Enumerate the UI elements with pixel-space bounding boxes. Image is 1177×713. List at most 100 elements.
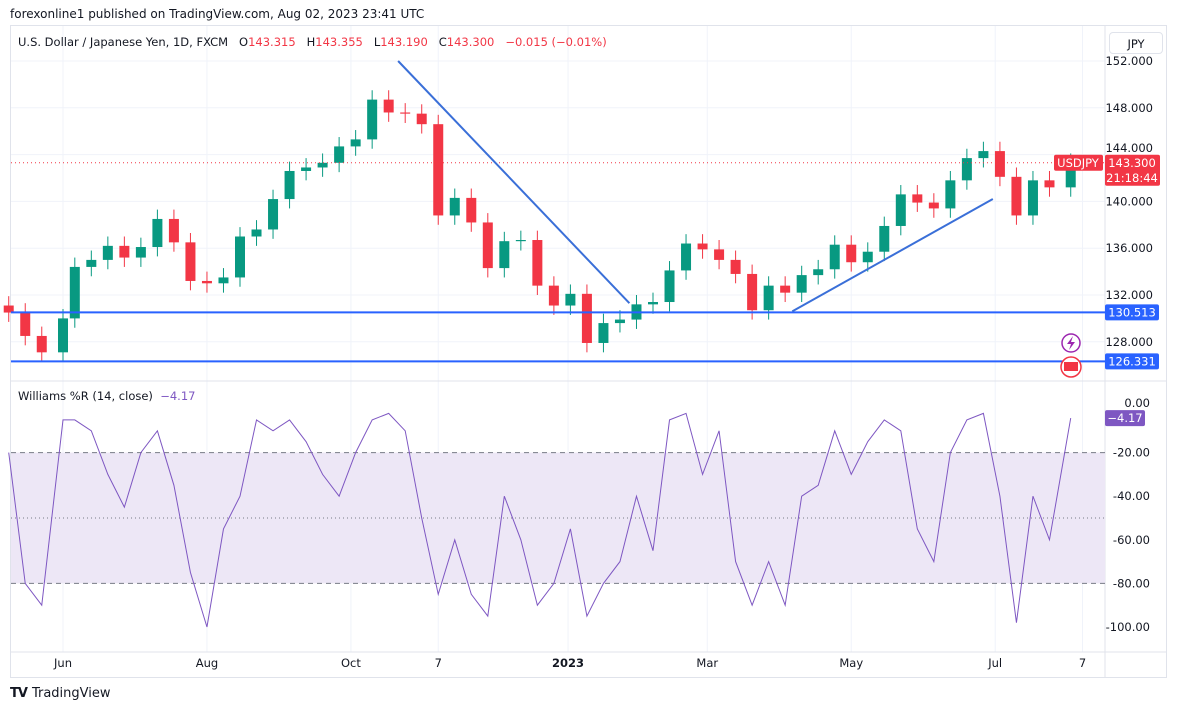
candle-body [598, 323, 609, 343]
candle-body [119, 245, 130, 258]
wr-tick-label: -80.00 [1113, 576, 1150, 590]
price-tick-label: 136.000 [1105, 241, 1153, 255]
candle-body [961, 158, 972, 181]
wr-value-label: −4.17 [1107, 411, 1142, 425]
indicator-value: −4.17 [160, 389, 196, 403]
trend-line [791, 198, 994, 313]
candle-body [433, 124, 444, 216]
candle-body [1065, 162, 1076, 188]
candle-body [796, 275, 807, 293]
high-value: 143.355 [315, 35, 363, 49]
symbol-legend: U.S. Dollar / Japanese Yen, 1D, FXCM O14… [18, 35, 607, 49]
x-tick-label: Jul [987, 656, 1002, 670]
candle-body [532, 240, 543, 286]
price-label: 130.513 [1108, 305, 1156, 319]
price-tick-label: 140.000 [1105, 194, 1153, 208]
candle-body [201, 280, 212, 284]
candle-body [1044, 180, 1055, 188]
countdown: 21:18:44 [1106, 171, 1158, 185]
candle-body [284, 170, 295, 200]
wr-tick-label: -100.00 [1106, 620, 1150, 634]
candle-body [548, 285, 559, 306]
candle-body [466, 197, 477, 223]
candle-body [747, 273, 758, 311]
symbol-title: U.S. Dollar / Japanese Yen, 1D, FXCM [18, 35, 229, 49]
candle-body [1011, 176, 1022, 216]
price-tick-label: 128.000 [1105, 335, 1153, 349]
candle-body [862, 251, 873, 263]
publish-info: forexonline1 published on TradingView.co… [10, 7, 425, 21]
candle-body [581, 293, 592, 343]
candle-body [350, 139, 361, 147]
candle-body [168, 218, 179, 243]
candle-body [218, 277, 229, 284]
candle-body [978, 151, 989, 159]
x-tick-label: Aug [196, 656, 218, 670]
price-tick-label: 148.000 [1105, 101, 1153, 115]
candle-body [614, 319, 625, 324]
candle-body [515, 240, 526, 242]
candle-body [1027, 180, 1038, 216]
x-tick-label: Jun [53, 656, 72, 670]
candle-body [879, 225, 890, 252]
x-tick-label: May [839, 656, 863, 670]
indicator-title: Williams %R (14, close) [18, 389, 153, 403]
chart-frame [10, 25, 1167, 678]
candle-body [994, 151, 1005, 177]
low-value: 143.190 [380, 35, 428, 49]
candle-body [20, 312, 31, 336]
last-price-box [1105, 154, 1160, 186]
open-value: 143.315 [248, 35, 296, 49]
candle-body [928, 202, 939, 209]
williams-r-legend: Williams %R (14, close) −4.17 [18, 389, 195, 403]
candle-body [449, 197, 460, 216]
trend-line [397, 60, 631, 304]
candle-body [780, 285, 791, 293]
candle-body [86, 259, 97, 267]
candle-body [895, 194, 906, 226]
candle-body [3, 305, 14, 313]
wr-tick-label: -40.00 [1113, 489, 1150, 503]
brand-name: TradingView [31, 686, 111, 701]
candle-body [681, 243, 692, 271]
price-label-box [1105, 353, 1159, 370]
candle-body [763, 285, 774, 311]
candle-body [664, 270, 675, 303]
change-value: −0.015 (−0.01%) [505, 35, 607, 49]
candle-body [697, 243, 708, 250]
candle-body [945, 180, 956, 209]
candle-body [846, 244, 857, 263]
candle-body [730, 259, 741, 274]
overbought-oversold-band [11, 452, 1105, 584]
candle-body [251, 229, 262, 237]
candle-body [317, 162, 328, 168]
price-label: 126.331 [1108, 354, 1156, 368]
open-label: O [239, 35, 249, 49]
tradingview-logo-icon: TV [10, 686, 28, 701]
wr-tick-label: -20.00 [1113, 446, 1150, 460]
candle-body [482, 222, 493, 269]
x-tick-label: Mar [696, 656, 718, 670]
us-flag-icon-fill [1064, 362, 1078, 371]
candle-body [185, 242, 196, 281]
last-price-value: 143.300 [1108, 156, 1156, 170]
candle-body [102, 245, 113, 260]
tradingview-brand: TV TradingView [10, 686, 110, 701]
williams-r-line [8, 412, 1072, 628]
candle-body [912, 194, 923, 203]
candle-body [58, 318, 68, 353]
x-tick-label: 7 [435, 656, 442, 670]
candle-body [416, 113, 427, 125]
x-tick-label: 2023 [552, 656, 584, 670]
price-tick-label: 132.000 [1105, 288, 1153, 302]
candle-body [648, 302, 658, 305]
wr-value-box [1105, 410, 1145, 427]
candle-body [383, 99, 394, 113]
symbol-tag: USDJPY [1057, 156, 1100, 170]
candle-body [69, 266, 80, 319]
x-tick-label: 7 [1079, 656, 1086, 670]
candle-body [565, 293, 576, 306]
candle-body [400, 112, 411, 114]
currency-button[interactable]: JPY [1109, 32, 1163, 54]
